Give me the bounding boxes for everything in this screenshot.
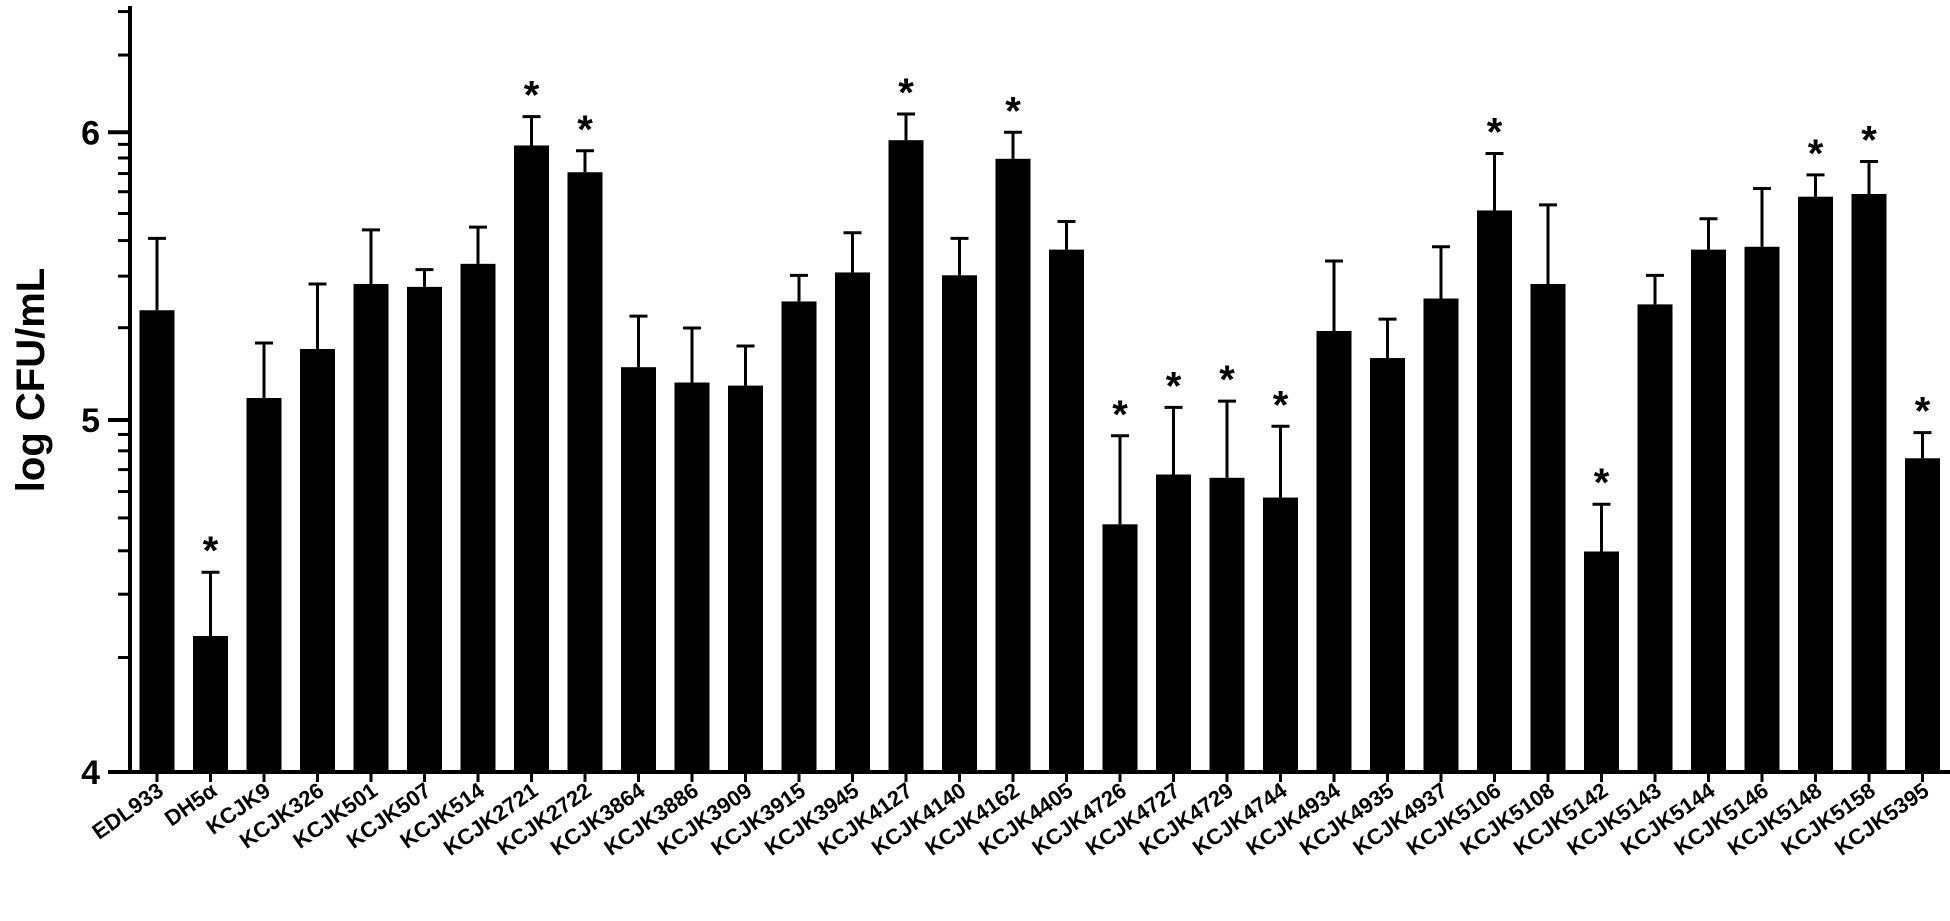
bar <box>1477 210 1512 773</box>
bar <box>888 140 924 773</box>
bar <box>1798 196 1833 773</box>
bar <box>246 398 282 772</box>
bar <box>514 145 549 772</box>
significance-marker: * <box>1273 383 1289 427</box>
bar <box>621 367 656 772</box>
bar <box>674 382 710 772</box>
bar <box>1049 249 1084 772</box>
bar <box>942 275 977 772</box>
y-axis-title: log CFU/mL <box>9 268 53 492</box>
bar <box>1744 246 1780 773</box>
bar <box>1423 298 1459 772</box>
bar <box>300 348 335 772</box>
significance-marker: * <box>577 108 593 152</box>
bar <box>407 286 442 772</box>
significance-marker: * <box>1219 358 1235 402</box>
bar <box>193 636 228 772</box>
significance-marker: * <box>1594 461 1610 505</box>
significance-marker: * <box>1166 364 1182 408</box>
significance-marker: * <box>1915 390 1931 434</box>
bar <box>781 301 817 772</box>
y-tick-label: 6 <box>81 114 100 152</box>
bar <box>1209 477 1245 772</box>
bar <box>1584 551 1619 772</box>
significance-marker: * <box>1005 89 1021 133</box>
bar <box>995 158 1031 772</box>
bar <box>1370 358 1405 772</box>
significance-marker: * <box>1808 132 1824 176</box>
bar <box>460 263 496 772</box>
category-labels: EDL933DH5αKCJK9KCJK326KCJK501KCJK507KCJK… <box>87 777 1933 860</box>
bar <box>1156 474 1191 772</box>
bar <box>1102 524 1138 772</box>
significance-marker: * <box>1861 118 1877 162</box>
bar <box>1905 458 1940 772</box>
bar <box>1263 497 1298 772</box>
bar <box>1530 283 1566 772</box>
bar <box>567 172 603 772</box>
bar <box>835 272 870 772</box>
bar <box>728 385 763 772</box>
significance-marker: * <box>524 74 540 118</box>
significance-marker: * <box>1487 110 1503 154</box>
y-tick-label: 5 <box>81 402 100 440</box>
significance-marker: * <box>898 71 914 115</box>
bar <box>1851 193 1887 772</box>
bar <box>139 310 175 772</box>
bars: * * * * * * * * * * * * * * <box>139 71 1940 773</box>
significance-marker: * <box>203 529 219 573</box>
bar <box>1316 330 1352 772</box>
bar <box>353 283 389 772</box>
bar <box>1691 249 1726 772</box>
bar <box>1637 304 1673 772</box>
y-tick-label: 4 <box>81 754 100 792</box>
significance-marker: * <box>1112 393 1128 437</box>
